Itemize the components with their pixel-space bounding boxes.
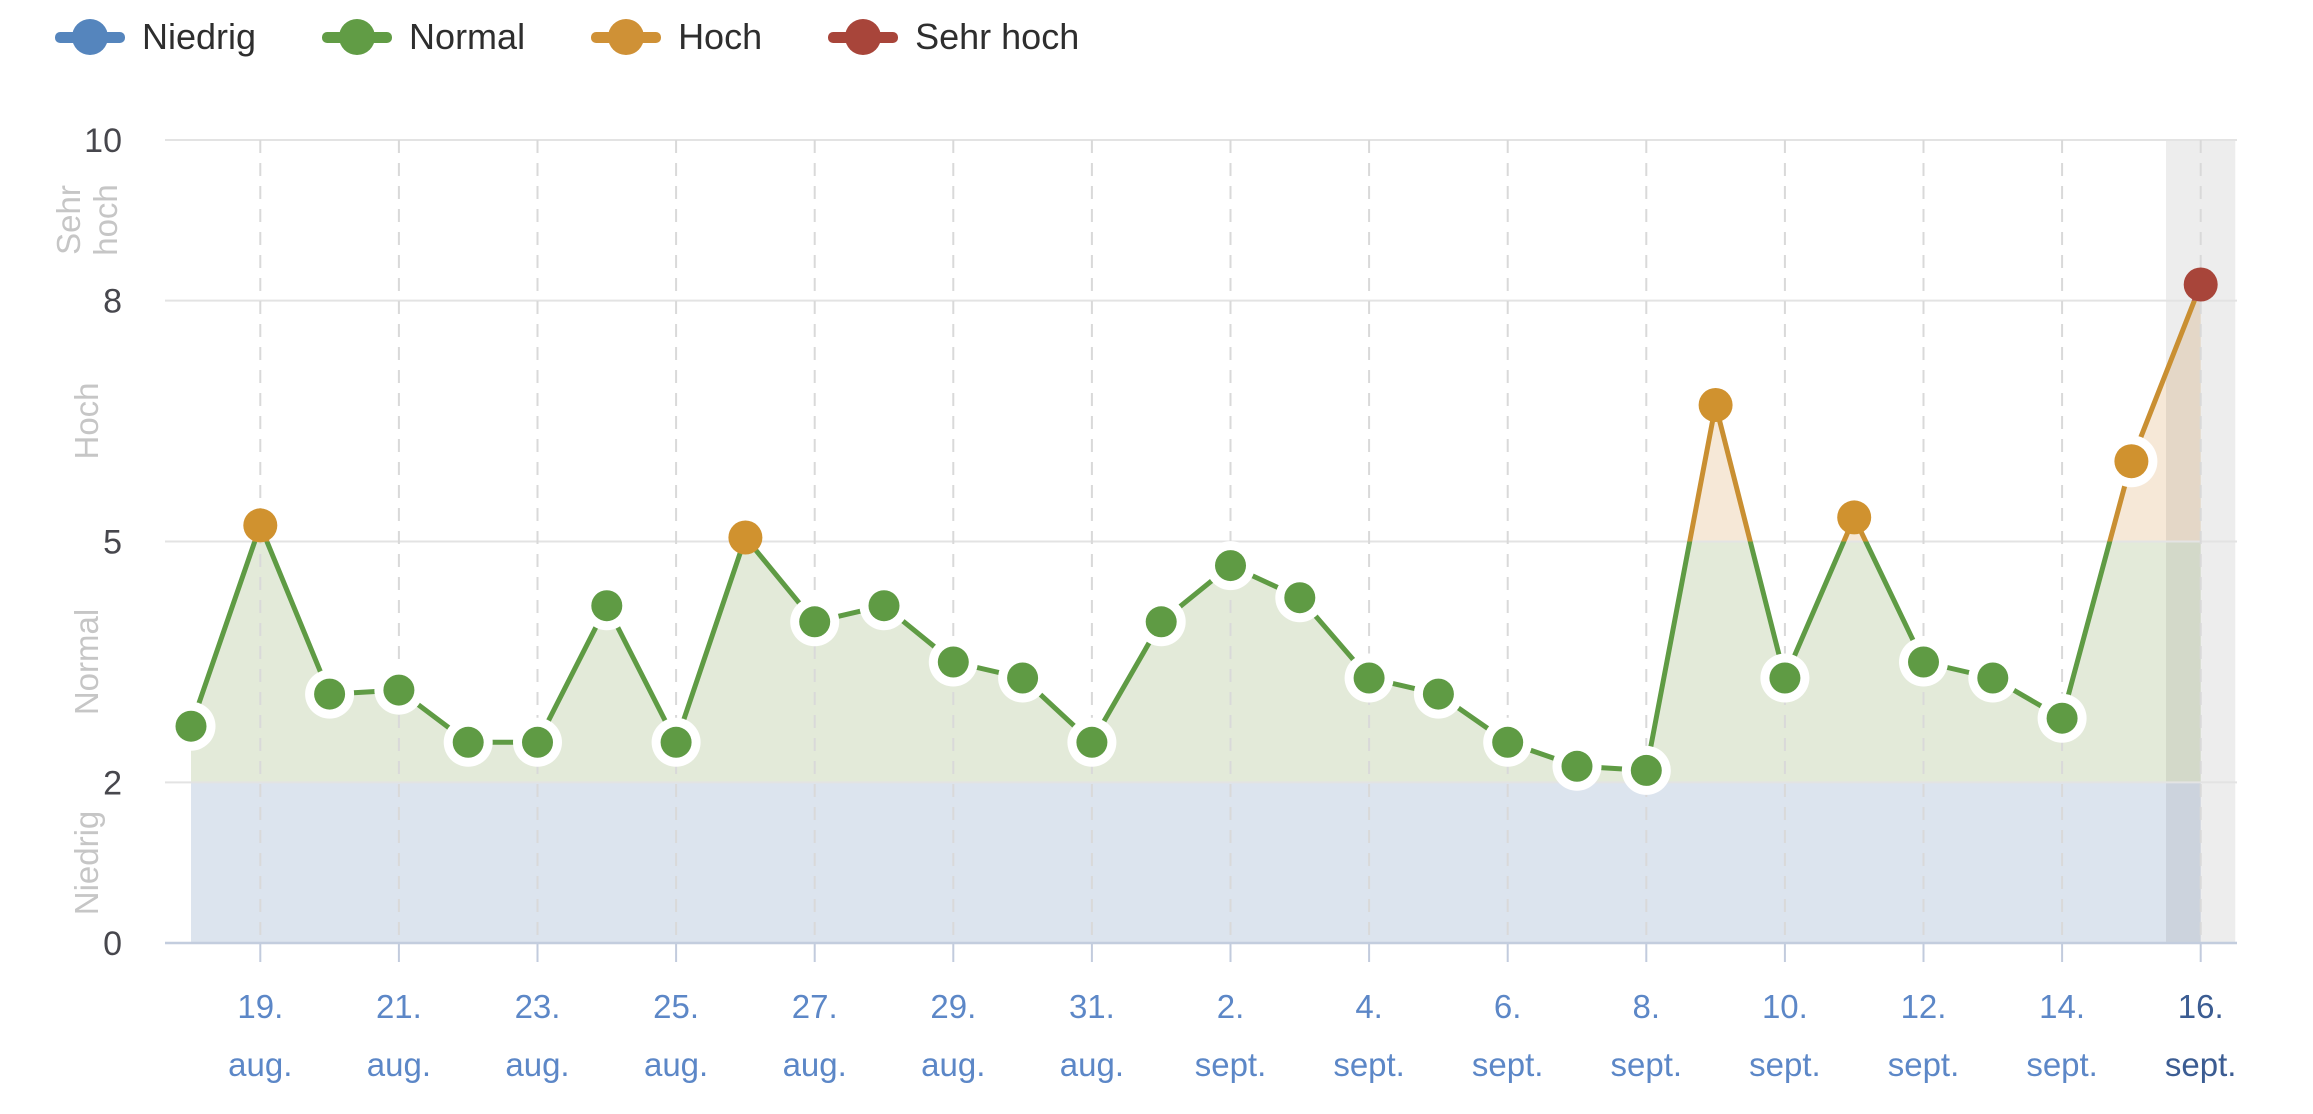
x-tick-month: sept.: [2026, 1046, 2098, 1083]
x-tick-day: 2.: [1217, 988, 1245, 1025]
data-point-18-aug[interactable]: [175, 710, 207, 742]
data-point-30-aug[interactable]: [1007, 662, 1039, 694]
legend-item-hoch[interactable]: Hoch: [591, 16, 762, 58]
plot-area[interactable]: [165, 140, 2237, 943]
x-tick-month: sept.: [1888, 1046, 1960, 1083]
x-tick-month: sept.: [1472, 1046, 1544, 1083]
data-point-28-aug[interactable]: [868, 590, 900, 622]
x-tick-month: sept.: [2165, 1046, 2237, 1083]
data-point-6-sept[interactable]: [1492, 726, 1524, 758]
data-point-20-aug[interactable]: [314, 678, 346, 710]
x-tick-month: sept.: [1749, 1046, 1821, 1083]
x-tick-month: aug.: [644, 1046, 708, 1083]
zone-label: Sehr: [50, 185, 87, 255]
x-tick-day: 31.: [1069, 988, 1115, 1025]
x-tick-month: aug.: [505, 1046, 569, 1083]
x-tick-month: sept.: [1195, 1046, 1267, 1083]
x-tick-day: 23.: [515, 988, 561, 1025]
data-point-29-aug[interactable]: [937, 646, 969, 678]
legend-marker-icon: [322, 18, 393, 56]
area-fill: [191, 284, 2201, 943]
x-tick-day: 12.: [1901, 988, 1947, 1025]
data-point-21-aug[interactable]: [383, 674, 415, 706]
data-point-15-sept[interactable]: [2114, 444, 2149, 479]
data-point-12-sept[interactable]: [1908, 646, 1939, 678]
data-point-19-aug[interactable]: [243, 508, 278, 543]
zone-label: Normal: [68, 609, 105, 715]
x-tick-month: aug.: [921, 1046, 985, 1083]
data-point-22-aug[interactable]: [452, 726, 484, 758]
data-point-25-aug[interactable]: [660, 726, 692, 758]
x-tick-day: 16.: [2178, 988, 2224, 1025]
y-gridlines: [165, 139, 2237, 945]
y-axis-labels: 0 2 5 8 10: [84, 122, 122, 963]
data-point-5-sept[interactable]: [1422, 678, 1454, 710]
x-tick-month: aug.: [1060, 1046, 1124, 1083]
x-axis-labels: 19. aug. 21. aug. 23. aug. 25. aug. 27. aug. 29. au…: [228, 988, 2236, 1083]
data-point-1-sept[interactable]: [1145, 606, 1177, 638]
x-tick-day: 21.: [376, 988, 422, 1025]
x-tick-day: 25.: [653, 988, 699, 1025]
data-point-7-sept[interactable]: [1561, 750, 1593, 782]
x-tick-month: aug.: [783, 1046, 847, 1083]
data-point-26-aug[interactable]: [728, 520, 763, 555]
chart-legend: Niedrig Normal Hoch Sehr hoch: [55, 16, 1079, 58]
data-point-23-aug[interactable]: [522, 726, 553, 758]
zone-labels: Niedrig Normal Hoch Sehr hoch: [50, 184, 124, 915]
legend-item-sehr-hoch[interactable]: Sehr hoch: [828, 16, 1079, 58]
data-point-4-sept[interactable]: [1353, 662, 1385, 694]
legend-label: Hoch: [678, 16, 763, 57]
data-point-31-aug[interactable]: [1076, 726, 1108, 758]
y-tick-label: 8: [103, 283, 122, 321]
data-points: [166, 267, 2218, 795]
data-point-10-sept[interactable]: [1769, 662, 1801, 694]
x-tick-day: 8.: [1633, 988, 1661, 1025]
zone-label: hoch: [87, 184, 124, 256]
y-tick-label: 5: [103, 524, 122, 562]
x-tick-day: 6.: [1494, 988, 1522, 1025]
data-point-8-sept[interactable]: [1630, 754, 1662, 786]
x-tick-day: 10.: [1762, 988, 1808, 1025]
x-tick-month: aug.: [228, 1046, 292, 1083]
data-point-9-sept[interactable]: [1698, 388, 1733, 422]
legend-item-normal[interactable]: Normal: [322, 16, 525, 58]
legend-item-niedrig[interactable]: Niedrig: [55, 16, 256, 58]
legend-label: Sehr hoch: [915, 16, 1080, 57]
y-tick-label: 0: [103, 925, 122, 963]
legend-marker-icon: [828, 18, 899, 56]
x-tick-day: 29.: [930, 988, 976, 1025]
x-tick-month: sept.: [1611, 1046, 1683, 1083]
legend-label: Niedrig: [142, 16, 257, 57]
x-tick-day: 4.: [1355, 988, 1383, 1025]
y-tick-label: 10: [84, 122, 122, 160]
x-tick-day: 19.: [237, 988, 283, 1025]
data-point-3-sept[interactable]: [1284, 582, 1316, 614]
data-point-13-sept[interactable]: [1977, 662, 2009, 694]
x-tick-day: 14.: [2039, 988, 2085, 1025]
zone-label: Hoch: [68, 382, 105, 459]
data-point-16-sept[interactable]: [2183, 267, 2218, 302]
legend-marker-icon: [591, 18, 662, 56]
data-point-11-sept[interactable]: [1837, 500, 1872, 535]
zone-label: Niedrig: [68, 811, 105, 916]
x-tick-day: 27.: [792, 988, 838, 1025]
y-tick-label: 2: [103, 764, 122, 802]
x-tick-month: sept.: [1333, 1046, 1405, 1083]
data-point-24-aug[interactable]: [591, 590, 623, 622]
legend-label: Normal: [409, 16, 526, 57]
x-tick-month: aug.: [367, 1046, 431, 1083]
data-point-27-aug[interactable]: [799, 606, 831, 638]
data-point-14-sept[interactable]: [2046, 702, 2078, 734]
legend-marker-icon: [55, 18, 125, 56]
data-point-2-sept[interactable]: [1215, 550, 1246, 582]
